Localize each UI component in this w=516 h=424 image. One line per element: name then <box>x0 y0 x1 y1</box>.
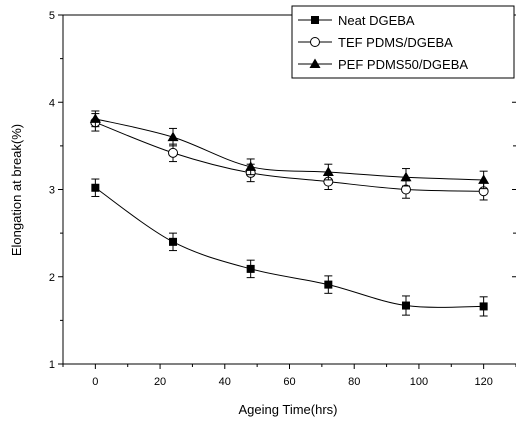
y-tick-label: 2 <box>49 272 55 284</box>
y-tick-label: 5 <box>49 10 55 22</box>
series-line <box>95 121 484 192</box>
y-tick-label: 4 <box>49 97 55 109</box>
legend-label: PEF PDMS50/DGEBA <box>338 57 468 72</box>
series-0 <box>91 178 488 317</box>
x-tick-label: 80 <box>348 376 360 388</box>
x-tick-label: 40 <box>219 376 231 388</box>
series-1 <box>90 113 489 201</box>
axes: 1 2 3 4 5 0 20 40 60 80 100 120 <box>49 10 516 388</box>
data-point <box>479 302 488 311</box>
legend-label: TEF PDMS/DGEBA <box>338 35 453 50</box>
data-point <box>478 174 490 184</box>
legend-marker <box>309 58 321 68</box>
series-group <box>89 110 490 317</box>
legend-marker <box>310 37 320 47</box>
x-tick-label: 60 <box>283 376 295 388</box>
data-point <box>91 183 100 192</box>
y-axis-title: Elongation at break(%) <box>9 124 24 256</box>
x-tick-label: 20 <box>154 376 166 388</box>
data-point <box>324 280 333 289</box>
data-point <box>400 171 412 182</box>
legend: Neat DGEBA TEF PDMS/DGEBA PEF PDMS50/DGEBA <box>291 5 515 79</box>
series-line <box>95 118 484 181</box>
data-point <box>169 237 178 246</box>
data-point <box>401 301 410 310</box>
data-point <box>89 113 101 123</box>
data-point <box>245 161 257 171</box>
data-point <box>246 264 255 273</box>
legend-marker <box>311 16 319 24</box>
series-line <box>95 187 484 308</box>
series-2 <box>89 110 490 190</box>
data-point <box>167 131 179 142</box>
y-tick-label: 1 <box>49 359 55 371</box>
legend-label: Neat DGEBA <box>338 13 415 28</box>
x-tick-label: 120 <box>474 376 492 388</box>
x-tick-label: 0 <box>92 376 98 388</box>
y-tick-label: 3 <box>49 185 55 197</box>
x-axis-title: Ageing Time(hrs) <box>239 402 338 417</box>
data-point <box>168 147 179 158</box>
x-tick-label: 100 <box>410 376 428 388</box>
data-point <box>322 166 334 177</box>
